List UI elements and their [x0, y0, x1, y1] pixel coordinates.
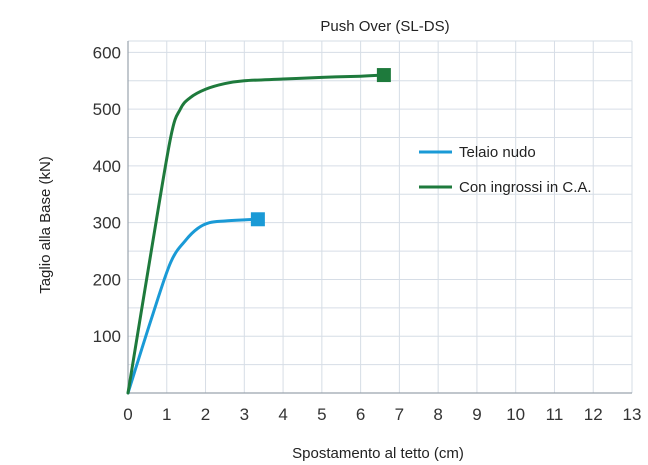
x-tick-label: 4: [278, 405, 287, 424]
y-tick-label: 400: [93, 157, 121, 176]
x-tick-label: 11: [546, 405, 564, 424]
y-axis-label: Taglio alla Base (kN): [37, 156, 54, 294]
x-tick-label: 2: [201, 405, 210, 424]
series-end-marker-con-ingrossi: [376, 68, 391, 83]
y-tick-label: 100: [93, 327, 121, 346]
x-tick-label: 7: [395, 405, 404, 424]
y-tick-label: 300: [93, 214, 121, 233]
y-tick-labels: 100 200 300 400 500 600: [93, 43, 121, 346]
legend-label-con-ingrossi: Con ingrossi in C.A.: [459, 179, 592, 196]
x-axis-label: Spostamento al tetto (cm): [292, 445, 464, 462]
x-tick-label: 6: [356, 405, 365, 424]
legend-label-telaio-nudo: Telaio nudo: [459, 144, 536, 161]
x-tick-label: 8: [433, 405, 442, 424]
chart-title: Push Over (SL-DS): [320, 18, 449, 35]
series-line-telaio-nudo: [126, 217, 260, 395]
legend: Telaio nudo Con ingrossi in C.A.: [419, 144, 592, 196]
x-tick-label: 1: [162, 405, 171, 424]
grid: [128, 40, 633, 393]
series-line-con-ingrossi: [126, 73, 386, 395]
series-end-marker-telaio-nudo: [250, 212, 265, 227]
y-tick-label: 200: [93, 270, 121, 289]
y-tick-label: 500: [93, 100, 121, 119]
y-tick-label: 600: [93, 43, 121, 62]
x-tick-label: 0: [123, 405, 132, 424]
series: [126, 68, 391, 395]
x-tick-label: 12: [584, 405, 603, 424]
x-tick-label: 13: [623, 405, 642, 424]
x-tick-label: 10: [506, 405, 525, 424]
x-tick-label: 9: [472, 405, 481, 424]
x-tick-label: 3: [240, 405, 249, 424]
axes: [127, 41, 632, 394]
x-tick-label: 5: [317, 405, 326, 424]
x-tick-labels: 0 1 2 3 4 5 6 7 8 9 10 11 12 13: [123, 405, 641, 424]
